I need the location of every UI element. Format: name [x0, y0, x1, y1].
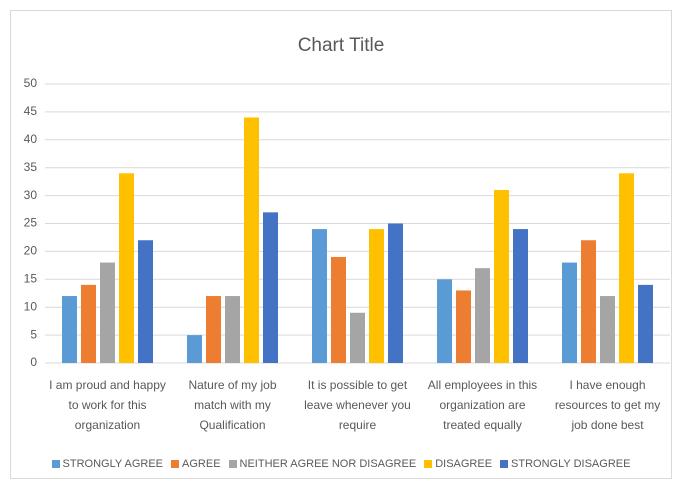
legend-label: STRONGLY DISAGREE — [511, 458, 631, 470]
legend-item: STRONGLY DISAGREE — [500, 458, 630, 470]
bar — [62, 296, 77, 363]
chart-title: Chart Title — [298, 35, 385, 56]
legend-item: NEITHER AGREE NOR DISAGREE — [228, 458, 417, 470]
x-tick-label: I have enough resources to get my job do… — [554, 378, 661, 432]
legend-swatch — [424, 460, 433, 468]
x-tick-label: It is possible to get leave whenever you… — [304, 378, 411, 432]
bar — [312, 229, 327, 363]
legend-label: AGREE — [182, 458, 221, 470]
legend-label: STRONGLY AGREE — [62, 458, 164, 470]
bar — [562, 262, 577, 363]
bar — [138, 240, 153, 363]
bar — [100, 262, 115, 363]
y-tick-label: 45 — [24, 104, 38, 118]
x-tick-label: Nature of my job match with my Qualifica… — [188, 378, 277, 432]
bar — [388, 223, 403, 363]
y-tick-label: 5 — [30, 327, 37, 341]
legend-swatch — [500, 460, 509, 468]
bar — [244, 117, 259, 363]
bar — [494, 190, 509, 363]
bar — [581, 240, 596, 363]
bar — [619, 173, 634, 363]
legend: STRONGLY AGREE AGREE NEITHER AGREE NOR DIS… — [10, 458, 672, 470]
legend-label: NEITHER AGREE NOR DISAGREE — [239, 458, 417, 470]
bar — [331, 256, 346, 363]
x-tick-label: I am proud and happy to work for this or… — [49, 378, 166, 432]
bar — [638, 284, 653, 363]
y-tick-label: 35 — [24, 160, 38, 174]
bar — [513, 229, 528, 363]
legend-swatch — [171, 460, 180, 468]
y-tick-label: 15 — [24, 271, 38, 285]
legend-swatch — [228, 460, 237, 468]
legend-swatch — [51, 460, 60, 468]
bar — [225, 296, 240, 363]
bar — [456, 290, 471, 363]
bar — [350, 312, 365, 363]
bar — [437, 279, 452, 363]
y-tick-label: 20 — [24, 244, 38, 258]
bar — [600, 296, 615, 363]
y-tick-label: 50 — [24, 76, 38, 90]
bar — [369, 229, 384, 363]
bar — [119, 173, 134, 363]
bar — [187, 335, 202, 363]
y-tick-label: 10 — [24, 299, 38, 313]
bar — [81, 284, 96, 363]
y-tick-label: 25 — [24, 216, 38, 230]
bar — [263, 212, 278, 363]
x-tick-label: All employees in this organization are t… — [427, 378, 538, 432]
legend-item: STRONGLY AGREE — [51, 458, 164, 470]
bar — [475, 268, 490, 363]
y-tick-label: 30 — [24, 188, 38, 202]
legend-item: AGREE — [171, 458, 221, 470]
y-tick-label: 40 — [24, 132, 38, 146]
legend-item: DISAGREE — [424, 458, 492, 470]
bar — [206, 296, 221, 363]
legend-label: DISAGREE — [435, 458, 493, 470]
y-tick-label: 0 — [30, 355, 37, 369]
